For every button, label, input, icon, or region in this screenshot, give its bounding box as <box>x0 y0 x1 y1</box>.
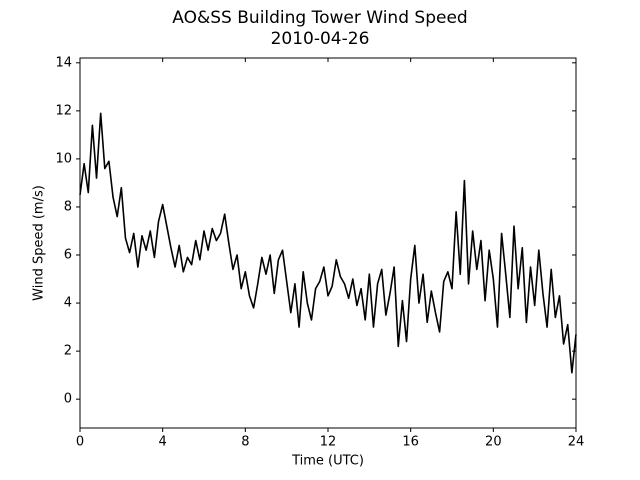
y-tick-label: 2 <box>64 344 72 359</box>
x-axis-label: Time (UTC) <box>291 454 364 469</box>
chart-subtitle: 2010-04-26 <box>271 29 370 49</box>
y-tick-label: 4 <box>64 296 72 311</box>
x-tick-label: 4 <box>159 435 167 450</box>
x-tick-label: 8 <box>241 435 249 450</box>
y-tick-label: 10 <box>55 151 72 166</box>
y-tick-label: 14 <box>55 55 72 70</box>
y-tick-label: 0 <box>64 392 72 407</box>
x-tick-label: 16 <box>402 435 419 450</box>
chart-title: AO&SS Building Tower Wind Speed <box>172 8 467 28</box>
y-tick-label: 8 <box>64 199 72 214</box>
x-tick-label: 20 <box>485 435 502 450</box>
x-tick-label: 24 <box>568 435 585 450</box>
x-tick-label: 12 <box>320 435 337 450</box>
y-tick-label: 6 <box>64 248 72 263</box>
y-axis-label: Wind Speed (m/s) <box>32 185 47 301</box>
x-tick-label: 0 <box>76 435 84 450</box>
data-line <box>79 112 577 374</box>
plot-frame <box>79 57 577 429</box>
y-tick-label: 12 <box>55 103 72 118</box>
